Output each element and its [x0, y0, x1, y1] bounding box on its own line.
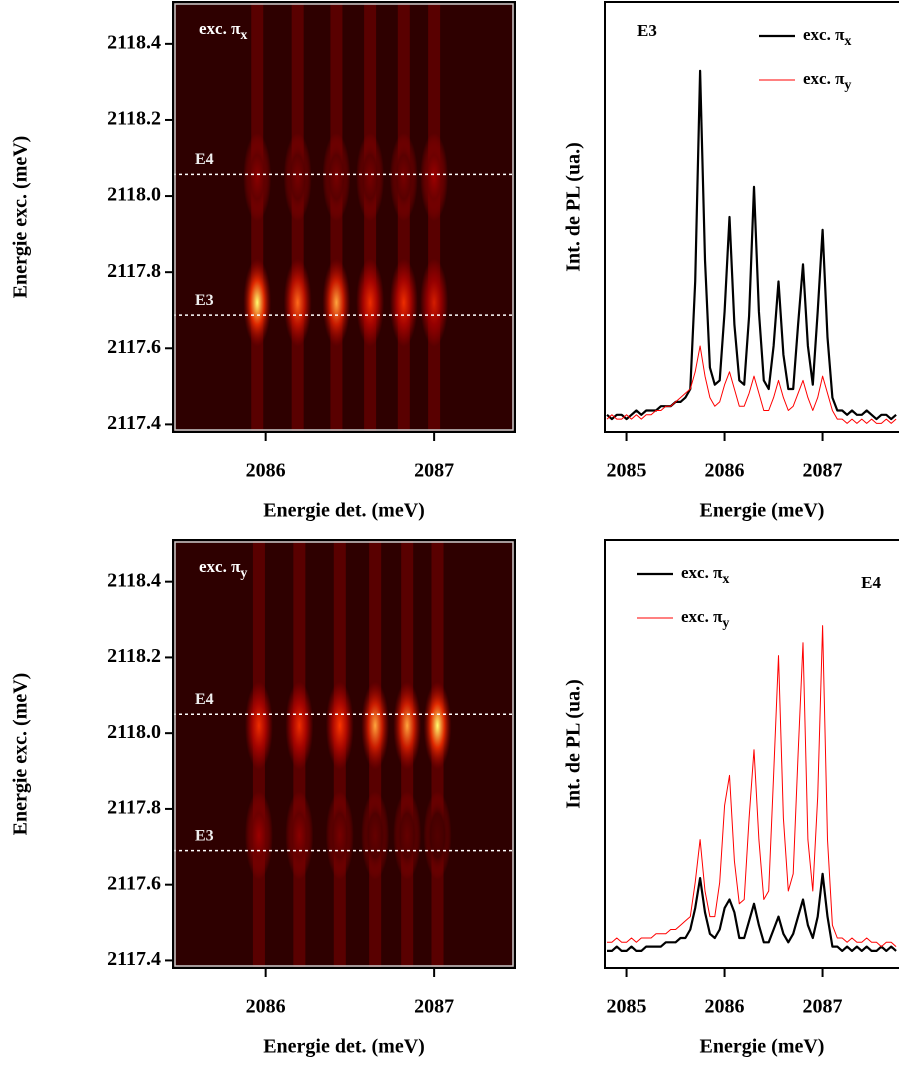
- legend-label: exc. πy: [681, 607, 729, 631]
- y-tick-label: 2117.4: [107, 948, 161, 970]
- series-line: [607, 872, 897, 952]
- series-line: [606, 345, 897, 424]
- heat-spot: [285, 791, 314, 880]
- x-tick-label: 2086: [246, 460, 286, 482]
- annotation: exc. πx: [199, 19, 247, 43]
- x-tick-label: 2085: [607, 460, 647, 482]
- heat-spot: [361, 681, 390, 770]
- plot-area: [173, 2, 515, 432]
- x-tick-label: 2086: [246, 996, 286, 1018]
- x-axis-label: Energie det. (meV): [263, 1036, 425, 1058]
- heat-spot: [243, 133, 272, 222]
- reference-label: E4: [195, 151, 214, 168]
- heat-spot: [325, 791, 354, 880]
- legend-label: exc. πy: [803, 69, 851, 93]
- x-tick-label: 2087: [803, 460, 843, 482]
- plot-area: [173, 540, 515, 968]
- legend-label: exc. πx: [803, 25, 851, 49]
- heat-spot: [325, 681, 354, 770]
- heat-spot: [393, 681, 422, 770]
- heat-spot: [243, 258, 272, 347]
- heat-spot: [393, 791, 422, 880]
- annotation: exc. πy: [199, 557, 247, 581]
- heat-spot: [244, 791, 273, 880]
- heat-spot: [389, 258, 418, 347]
- frame: [172, 1, 516, 433]
- y-tick-label: 2118.2: [107, 645, 161, 667]
- legend-label: exc. πx: [681, 563, 729, 587]
- y-tick-label: 2118.4: [107, 569, 161, 591]
- y-tick-label: 2118.2: [107, 108, 161, 130]
- heat-spot: [389, 133, 418, 222]
- corner-label: E4: [861, 573, 881, 592]
- x-axis-label: Energie (meV): [700, 1036, 825, 1058]
- x-tick-label: 2085: [607, 996, 647, 1018]
- inner-frame: [174, 3, 514, 431]
- frame: [604, 539, 899, 969]
- y-tick-label: 2118.4: [107, 31, 161, 53]
- y-axis-label: Int. de PL (ua.): [563, 142, 585, 271]
- heat-spot: [322, 133, 351, 222]
- x-tick-label: 2087: [803, 996, 843, 1018]
- x-tick-label: 2087: [414, 996, 454, 1018]
- reference-label: E3: [195, 292, 214, 309]
- x-axis-label: Energie det. (meV): [263, 500, 425, 522]
- y-tick-label: 2117.6: [107, 872, 161, 894]
- y-tick-label: 2117.6: [107, 336, 161, 358]
- heat-spot: [283, 258, 312, 347]
- heat-spot: [356, 133, 385, 222]
- heat-spot: [361, 791, 390, 880]
- plot-area: [607, 625, 897, 952]
- heat-spot: [244, 681, 273, 770]
- reference-label: E3: [195, 827, 214, 844]
- heatmap-background: [173, 2, 515, 432]
- y-tick-label: 2118.0: [107, 721, 161, 743]
- heat-spot: [285, 681, 314, 770]
- corner-label: E3: [637, 21, 657, 40]
- heat-spot: [420, 133, 449, 222]
- y-tick-label: 2117.8: [107, 797, 161, 819]
- frame: [172, 539, 516, 969]
- x-tick-label: 2087: [414, 460, 454, 482]
- heat-spot: [420, 258, 449, 347]
- heat-spot: [423, 791, 452, 880]
- heat-spot: [423, 681, 452, 770]
- y-axis-label: Int. de PL (ua.): [563, 679, 585, 808]
- x-tick-label: 2086: [705, 996, 745, 1018]
- heat-spot: [283, 133, 312, 222]
- x-axis-label: Energie (meV): [700, 500, 825, 522]
- series-line: [606, 69, 897, 421]
- reference-label: E4: [195, 691, 214, 708]
- y-tick-label: 2117.4: [107, 412, 161, 434]
- y-axis-label: Energie exc. (meV): [10, 136, 32, 299]
- x-tick-label: 2086: [705, 460, 745, 482]
- y-tick-label: 2117.8: [107, 260, 161, 282]
- inner-frame: [174, 541, 514, 967]
- heat-spot: [356, 258, 385, 347]
- frame: [604, 1, 899, 433]
- series-line: [607, 625, 897, 948]
- heat-spot: [322, 258, 351, 347]
- plot-area: [606, 69, 897, 424]
- y-tick-label: 2118.0: [107, 184, 161, 206]
- y-axis-label: Energie exc. (meV): [10, 673, 32, 836]
